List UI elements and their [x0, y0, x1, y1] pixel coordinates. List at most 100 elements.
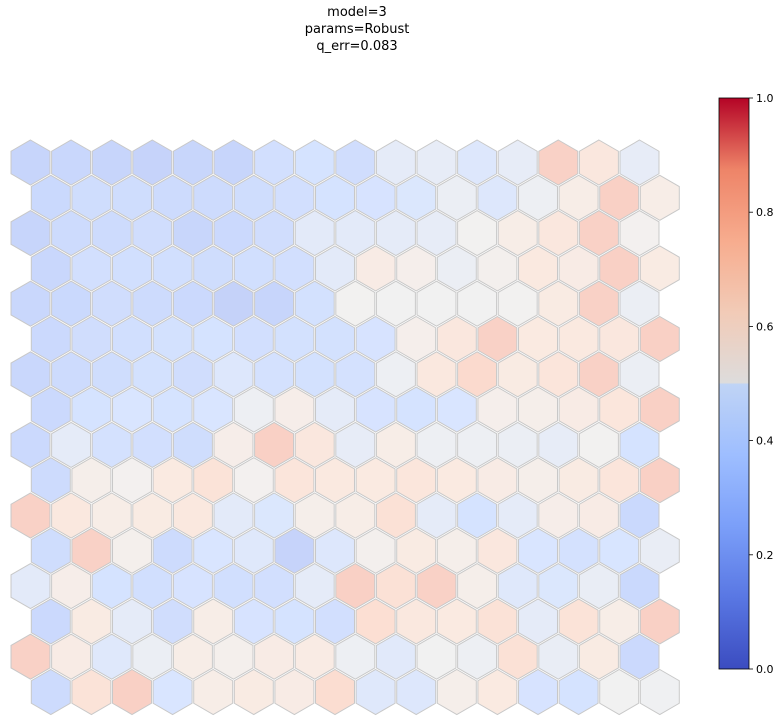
hex-cell-r0-c10: [416, 139, 457, 186]
hex-cell-r11-c9: [396, 527, 437, 574]
hex-cell-r5-c6: [274, 315, 315, 363]
colorbar-tick-label: 0.2: [756, 549, 774, 562]
hex-cell-r3-c6: [274, 245, 315, 292]
hex-cell-r4-c14: [578, 280, 619, 327]
hex-cell-r0-c5: [213, 139, 254, 186]
hex-cell-r14-c4: [172, 633, 213, 680]
hex-cell-r6-c3: [132, 351, 173, 398]
hex-cell-r6-c11: [457, 351, 498, 398]
hex-cell-r3-c9: [396, 245, 437, 292]
hex-cell-r12-c6: [254, 563, 295, 610]
hex-cell-r8-c7: [294, 421, 335, 468]
hex-cell-r4-c2: [91, 280, 132, 327]
hex-cell-r9-c7: [315, 457, 355, 504]
hex-cell-r1-c0: [30, 174, 71, 221]
title-line-params: params=Robust: [304, 22, 410, 37]
hex-cell-r1-c6: [274, 174, 315, 221]
hex-cell-r1-c2: [112, 174, 152, 221]
hex-cell-r14-c14: [578, 633, 619, 680]
hex-cell-r10-c10: [416, 492, 457, 539]
hex-cell-r11-c7: [315, 527, 355, 574]
hex-cell-r8-c3: [132, 421, 173, 468]
hex-cell-r14-c10: [416, 633, 457, 680]
hex-cell-r15-c6: [274, 668, 315, 716]
hex-cell-r10-c13: [538, 492, 579, 539]
hex-cell-r2-c1: [51, 210, 92, 257]
hex-cell-r5-c1: [71, 315, 112, 363]
hex-cell-r9-c14: [599, 457, 640, 504]
hex-cell-r15-c2: [112, 668, 152, 716]
hex-cell-r1-c1: [71, 174, 112, 221]
hex-cell-r0-c2: [91, 139, 132, 186]
hex-cell-r11-c6: [274, 527, 315, 574]
hex-cell-r12-c7: [294, 563, 335, 610]
hex-cell-r3-c15: [639, 245, 680, 292]
hex-cell-r15-c0: [30, 668, 71, 716]
hex-cell-r6-c0: [10, 351, 51, 398]
hex-cell-r1-c13: [558, 174, 599, 221]
hex-cell-r13-c15: [639, 598, 680, 645]
hex-cell-r12-c0: [10, 563, 51, 610]
hex-cell-r13-c7: [315, 598, 355, 645]
hex-cell-r0-c15: [619, 139, 660, 186]
hex-cell-r13-c3: [152, 598, 193, 645]
hex-cell-r5-c0: [30, 315, 71, 363]
colorbar-tick-label: 0.4: [756, 435, 774, 448]
hex-cell-r10-c4: [172, 492, 213, 539]
hex-cell-r14-c5: [213, 633, 254, 680]
hex-cell-r2-c10: [416, 210, 457, 257]
hex-cell-r3-c5: [233, 245, 274, 292]
hex-cell-r15-c7: [315, 668, 355, 716]
hex-cell-r9-c4: [193, 457, 234, 504]
hex-cell-r4-c10: [416, 280, 457, 327]
colorbar-tick-label: 0.6: [756, 320, 774, 333]
hex-cell-r11-c13: [558, 527, 599, 574]
hex-cell-r7-c10: [436, 386, 477, 433]
hex-cell-r12-c4: [172, 563, 213, 610]
hex-cell-r14-c7: [294, 633, 335, 680]
hex-cell-r12-c2: [91, 563, 132, 610]
hex-cell-r3-c4: [193, 245, 234, 292]
hex-cell-r2-c11: [457, 210, 498, 257]
hex-cell-r10-c15: [619, 492, 660, 539]
hex-cell-r7-c6: [274, 386, 315, 433]
hex-cell-r11-c15: [639, 527, 680, 574]
hex-cell-r10-c2: [91, 492, 132, 539]
hex-cell-r2-c15: [619, 210, 660, 257]
hex-cell-r15-c5: [233, 668, 274, 716]
hex-cell-r2-c13: [538, 210, 579, 257]
hex-cell-r14-c1: [51, 633, 92, 680]
hex-cell-r5-c8: [355, 315, 396, 363]
hex-cell-r5-c13: [558, 315, 599, 363]
hex-cell-r8-c9: [375, 421, 416, 468]
hex-cell-r2-c14: [578, 210, 619, 257]
hex-cell-r14-c13: [538, 633, 579, 680]
hex-cell-r5-c15: [639, 315, 680, 363]
hex-cell-r6-c9: [375, 351, 416, 398]
hex-cell-r4-c9: [375, 280, 416, 327]
hex-cell-r15-c10: [436, 668, 477, 716]
hex-cell-r8-c2: [91, 421, 132, 468]
hex-cell-r14-c0: [10, 633, 51, 680]
hex-cell-r9-c13: [558, 457, 599, 504]
hex-cell-r3-c13: [558, 245, 599, 292]
hex-cell-r4-c12: [497, 280, 538, 327]
hex-cell-r5-c7: [315, 315, 355, 363]
hex-cell-r7-c13: [558, 386, 599, 433]
hex-cell-r9-c15: [639, 457, 680, 504]
hex-cell-r8-c15: [619, 421, 660, 468]
hex-cell-r11-c5: [233, 527, 274, 574]
hex-cell-r12-c8: [335, 563, 376, 610]
hex-cell-r13-c12: [518, 598, 558, 645]
hex-cell-r11-c10: [436, 527, 477, 574]
colorbar-tick-label: 0.0: [756, 663, 774, 676]
hex-cell-r6-c6: [254, 351, 295, 398]
hex-cell-r5-c5: [233, 315, 274, 363]
hex-cell-r2-c8: [335, 210, 376, 257]
hex-cell-r12-c11: [457, 563, 498, 610]
hex-cell-r0-c14: [578, 139, 619, 186]
hex-cell-r7-c0: [30, 386, 71, 433]
hex-cell-r0-c6: [254, 139, 295, 186]
hex-cell-r4-c11: [457, 280, 498, 327]
